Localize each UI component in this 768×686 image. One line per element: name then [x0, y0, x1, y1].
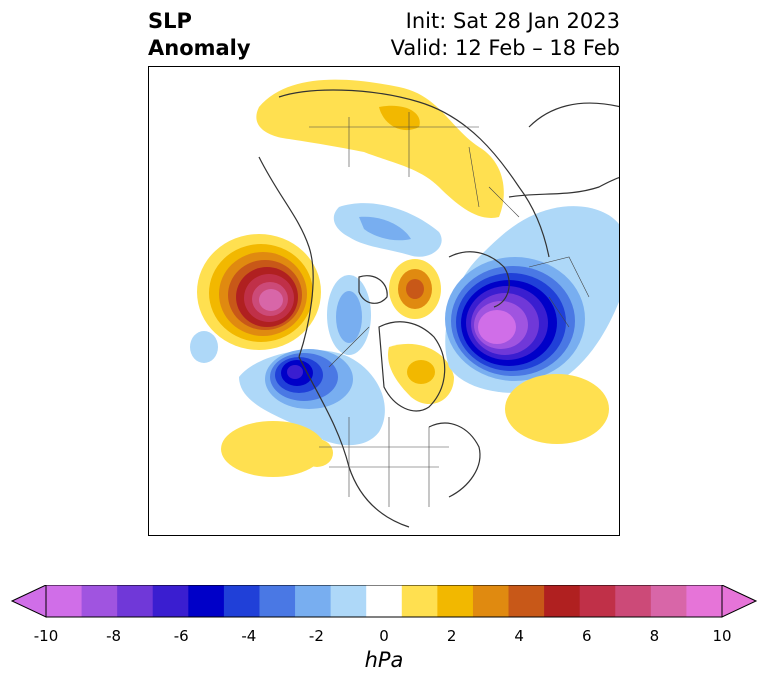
colorbar-cell	[188, 585, 225, 617]
colorbar-cell	[259, 585, 296, 617]
arctic-high-anomaly	[389, 259, 441, 319]
colorbar-tick-label: -8	[106, 627, 122, 645]
colorbar-cell	[544, 585, 581, 617]
colorbar-cell	[401, 585, 438, 617]
colorbar-tick-label: -4	[241, 627, 257, 645]
political-borders	[309, 112, 590, 507]
pacific-high-anomaly	[197, 234, 321, 350]
siberia-high-anomaly	[256, 79, 504, 218]
colorbar-cell	[295, 585, 332, 617]
atlantic-high-anomaly	[505, 374, 609, 444]
colorbar	[10, 585, 758, 618]
colorbar-cell	[117, 585, 154, 617]
map-panel	[148, 66, 620, 536]
colorbar-under-arrow	[10, 585, 47, 618]
map-title: SLP Anomaly	[148, 8, 251, 62]
title-anomaly: Anomaly	[148, 36, 251, 60]
title-variable: SLP	[148, 9, 192, 33]
scandinavia-low-anomaly	[445, 206, 619, 393]
colorbar-cell	[650, 585, 687, 617]
colorbar-cell	[152, 585, 189, 617]
colorbar-cell	[686, 585, 723, 617]
anomaly-map	[190, 79, 619, 528]
date-info: Init: Sat 28 Jan 2023 Valid: 12 Feb – 18…	[391, 8, 620, 62]
colorbar-cell	[81, 585, 118, 617]
colorbar-cell	[366, 585, 403, 617]
colorbar-cell	[330, 585, 367, 617]
colorbar-tick-label: 8	[649, 627, 660, 645]
colorbar-tick-label: 0	[379, 627, 389, 645]
colorbar-tick-label: 10	[712, 627, 732, 645]
alaska-low-anomaly	[190, 331, 385, 446]
colorbar-tick-label: 2	[446, 627, 457, 645]
colorbar-cell	[579, 585, 616, 617]
colorbar-units: hPa	[364, 648, 404, 672]
colorbar-tick-label: -10	[33, 627, 59, 645]
greenland-high-anomaly	[388, 343, 454, 405]
colorbar-cell	[508, 585, 545, 617]
valid-range: Valid: 12 Feb – 18 Feb	[390, 36, 620, 60]
colorbar-cell	[472, 585, 510, 617]
init-date: Init: Sat 28 Jan 2023	[405, 9, 620, 33]
east-pacific-high-anomaly	[221, 421, 333, 477]
colorbar-tick-label: -2	[308, 627, 324, 645]
colorbar-tick-label: 4	[514, 627, 524, 645]
colorbar-over-arrow	[721, 585, 758, 618]
colorbar-tick-label: -6	[173, 627, 189, 645]
colorbar-outline	[45, 585, 723, 618]
colorbar-tick-label: 6	[582, 627, 592, 645]
coastlines	[258, 89, 619, 528]
colorbar-cell	[223, 585, 260, 617]
colorbar-cell	[437, 585, 474, 617]
colorbar-cell	[46, 585, 83, 617]
colorbar-cell	[615, 585, 652, 617]
